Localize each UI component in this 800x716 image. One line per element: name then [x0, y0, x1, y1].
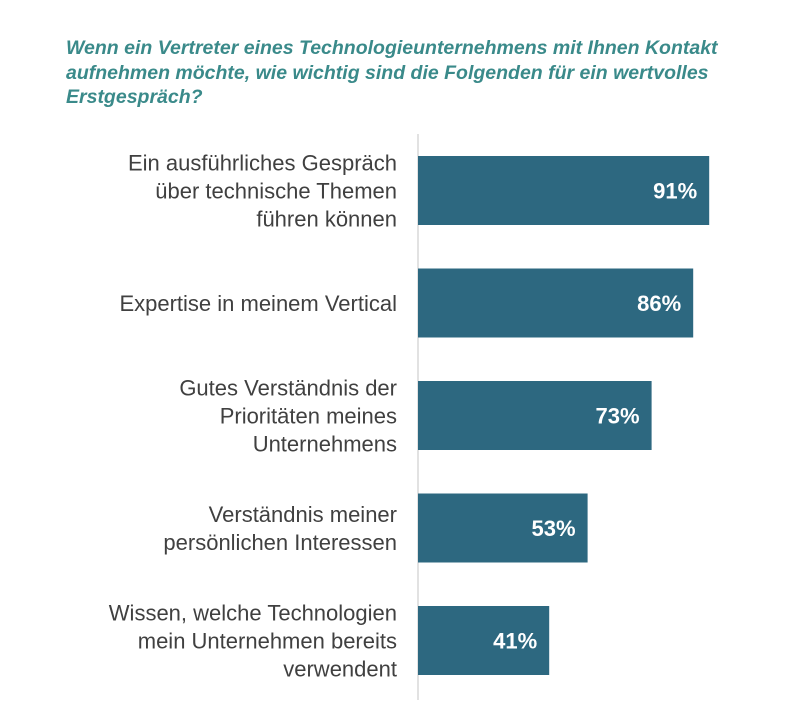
bar-3 — [418, 381, 652, 450]
bar-4 — [418, 493, 588, 563]
value-label-4: 53% — [532, 516, 576, 541]
category-label-5: Wissen, welche Technologien mein Unterneh… — [109, 601, 397, 682]
bar-1 — [418, 156, 710, 225]
value-label-3: 73% — [596, 404, 640, 429]
bar-5 — [418, 606, 550, 675]
category-label-3: Gutes Verständnis der Prioritäten meines U… — [179, 376, 397, 457]
bar-2 — [418, 268, 694, 338]
category-label-2: Expertise in meinem Vertical — [119, 291, 397, 316]
value-label-2: 86% — [637, 291, 681, 316]
category-label-4: Verständnis meiner persönlichen Interesse… — [163, 502, 397, 555]
value-label-5: 41% — [493, 629, 537, 654]
category-label-1: Ein ausführliches Gespräch über technisch… — [128, 151, 397, 232]
value-label-1: 91% — [653, 179, 697, 204]
chart-title: Wenn ein Vertreter eines Technologieunte… — [66, 37, 718, 108]
